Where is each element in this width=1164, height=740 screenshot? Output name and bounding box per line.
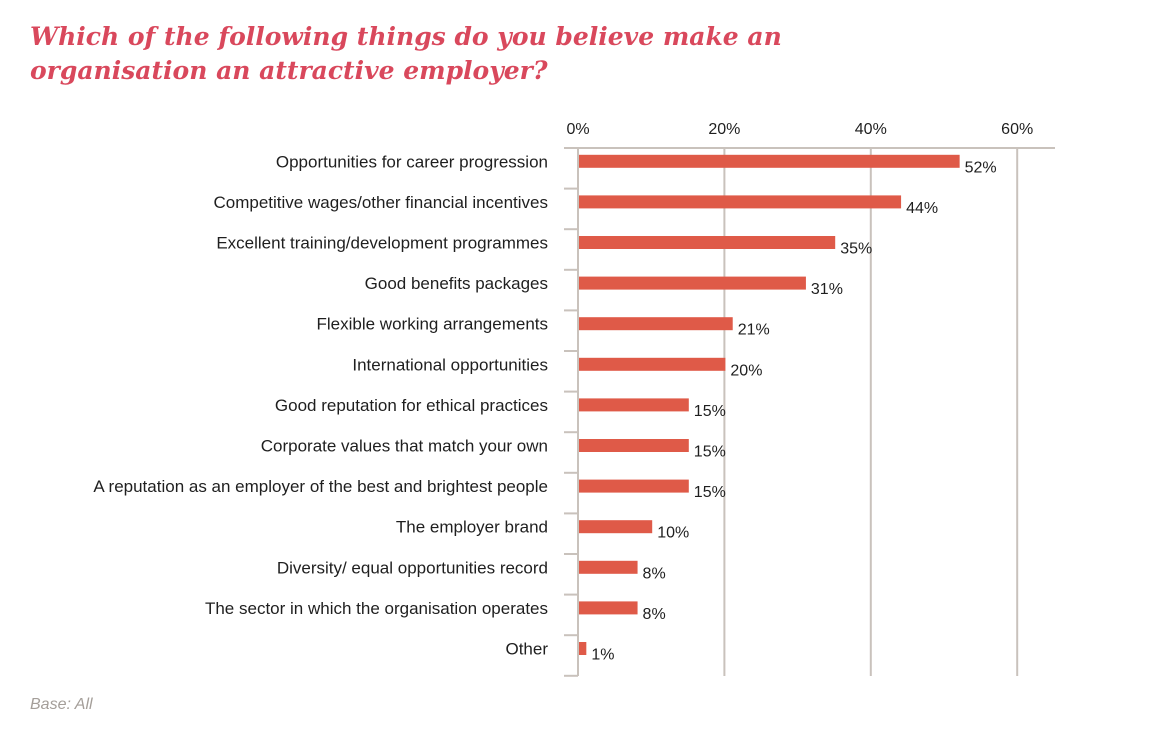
- category-label: Other: [505, 640, 548, 659]
- category-label: International opportunities: [352, 355, 548, 374]
- category-label: Diversity/ equal opportunities record: [277, 558, 548, 577]
- category-label: Competitive wages/other financial incent…: [213, 193, 548, 212]
- bar: [579, 520, 653, 534]
- category-label: Flexible working arrangements: [317, 315, 549, 334]
- value-label: 44%: [906, 200, 938, 217]
- value-labels: 52% 44% 35% 31% 21% 20% 15% 15% 15% 10% 8% 8% 1%: [591, 159, 996, 663]
- chart-title: Which of the following things do you bel…: [30, 22, 782, 85]
- value-label: 10%: [657, 525, 689, 542]
- bar: [579, 357, 726, 371]
- category-label: Opportunities for career progression: [276, 152, 548, 171]
- category-label: The employer brand: [396, 518, 548, 537]
- value-label: 1%: [591, 647, 614, 664]
- bar: [579, 317, 733, 331]
- bar: [579, 398, 689, 412]
- category-labels: Opportunities for career progression Comp…: [93, 152, 548, 658]
- value-label: 21%: [738, 322, 770, 339]
- bar: [579, 479, 689, 493]
- gridlines: [577, 148, 1019, 676]
- category-label: Good benefits packages: [365, 274, 548, 293]
- bar: [579, 560, 638, 574]
- value-label: 15%: [694, 403, 726, 420]
- bar: [579, 642, 587, 655]
- x-axis: 0% 20% 40% 60%: [564, 121, 1055, 677]
- bar: [579, 439, 689, 452]
- bar: [579, 154, 960, 168]
- value-label: 31%: [811, 281, 843, 298]
- category-label: Corporate values that match your own: [261, 437, 548, 456]
- category-label: The sector in which the organisation ope…: [205, 599, 548, 618]
- bar: [579, 276, 806, 290]
- category-label: Good reputation for ethical practices: [275, 396, 548, 415]
- bars: [579, 154, 960, 655]
- value-label: 15%: [694, 484, 726, 501]
- bar: [579, 601, 638, 615]
- value-label: 35%: [840, 241, 872, 258]
- bar: [579, 195, 902, 209]
- x-tick-label: 60%: [1001, 121, 1033, 138]
- value-label: 20%: [730, 362, 762, 379]
- bar: [579, 236, 836, 249]
- value-label: 8%: [643, 606, 666, 623]
- category-label: Excellent training/development programme…: [216, 234, 548, 253]
- x-tick-label: 40%: [855, 121, 887, 138]
- x-tick-label: 0%: [566, 121, 589, 138]
- value-label: 52%: [965, 159, 997, 176]
- x-tick-label: 20%: [708, 121, 740, 138]
- base-footnote: Base: All: [30, 696, 93, 713]
- category-label: A reputation as an employer of the best …: [93, 477, 548, 496]
- value-label: 15%: [694, 444, 726, 461]
- value-label: 8%: [643, 565, 666, 582]
